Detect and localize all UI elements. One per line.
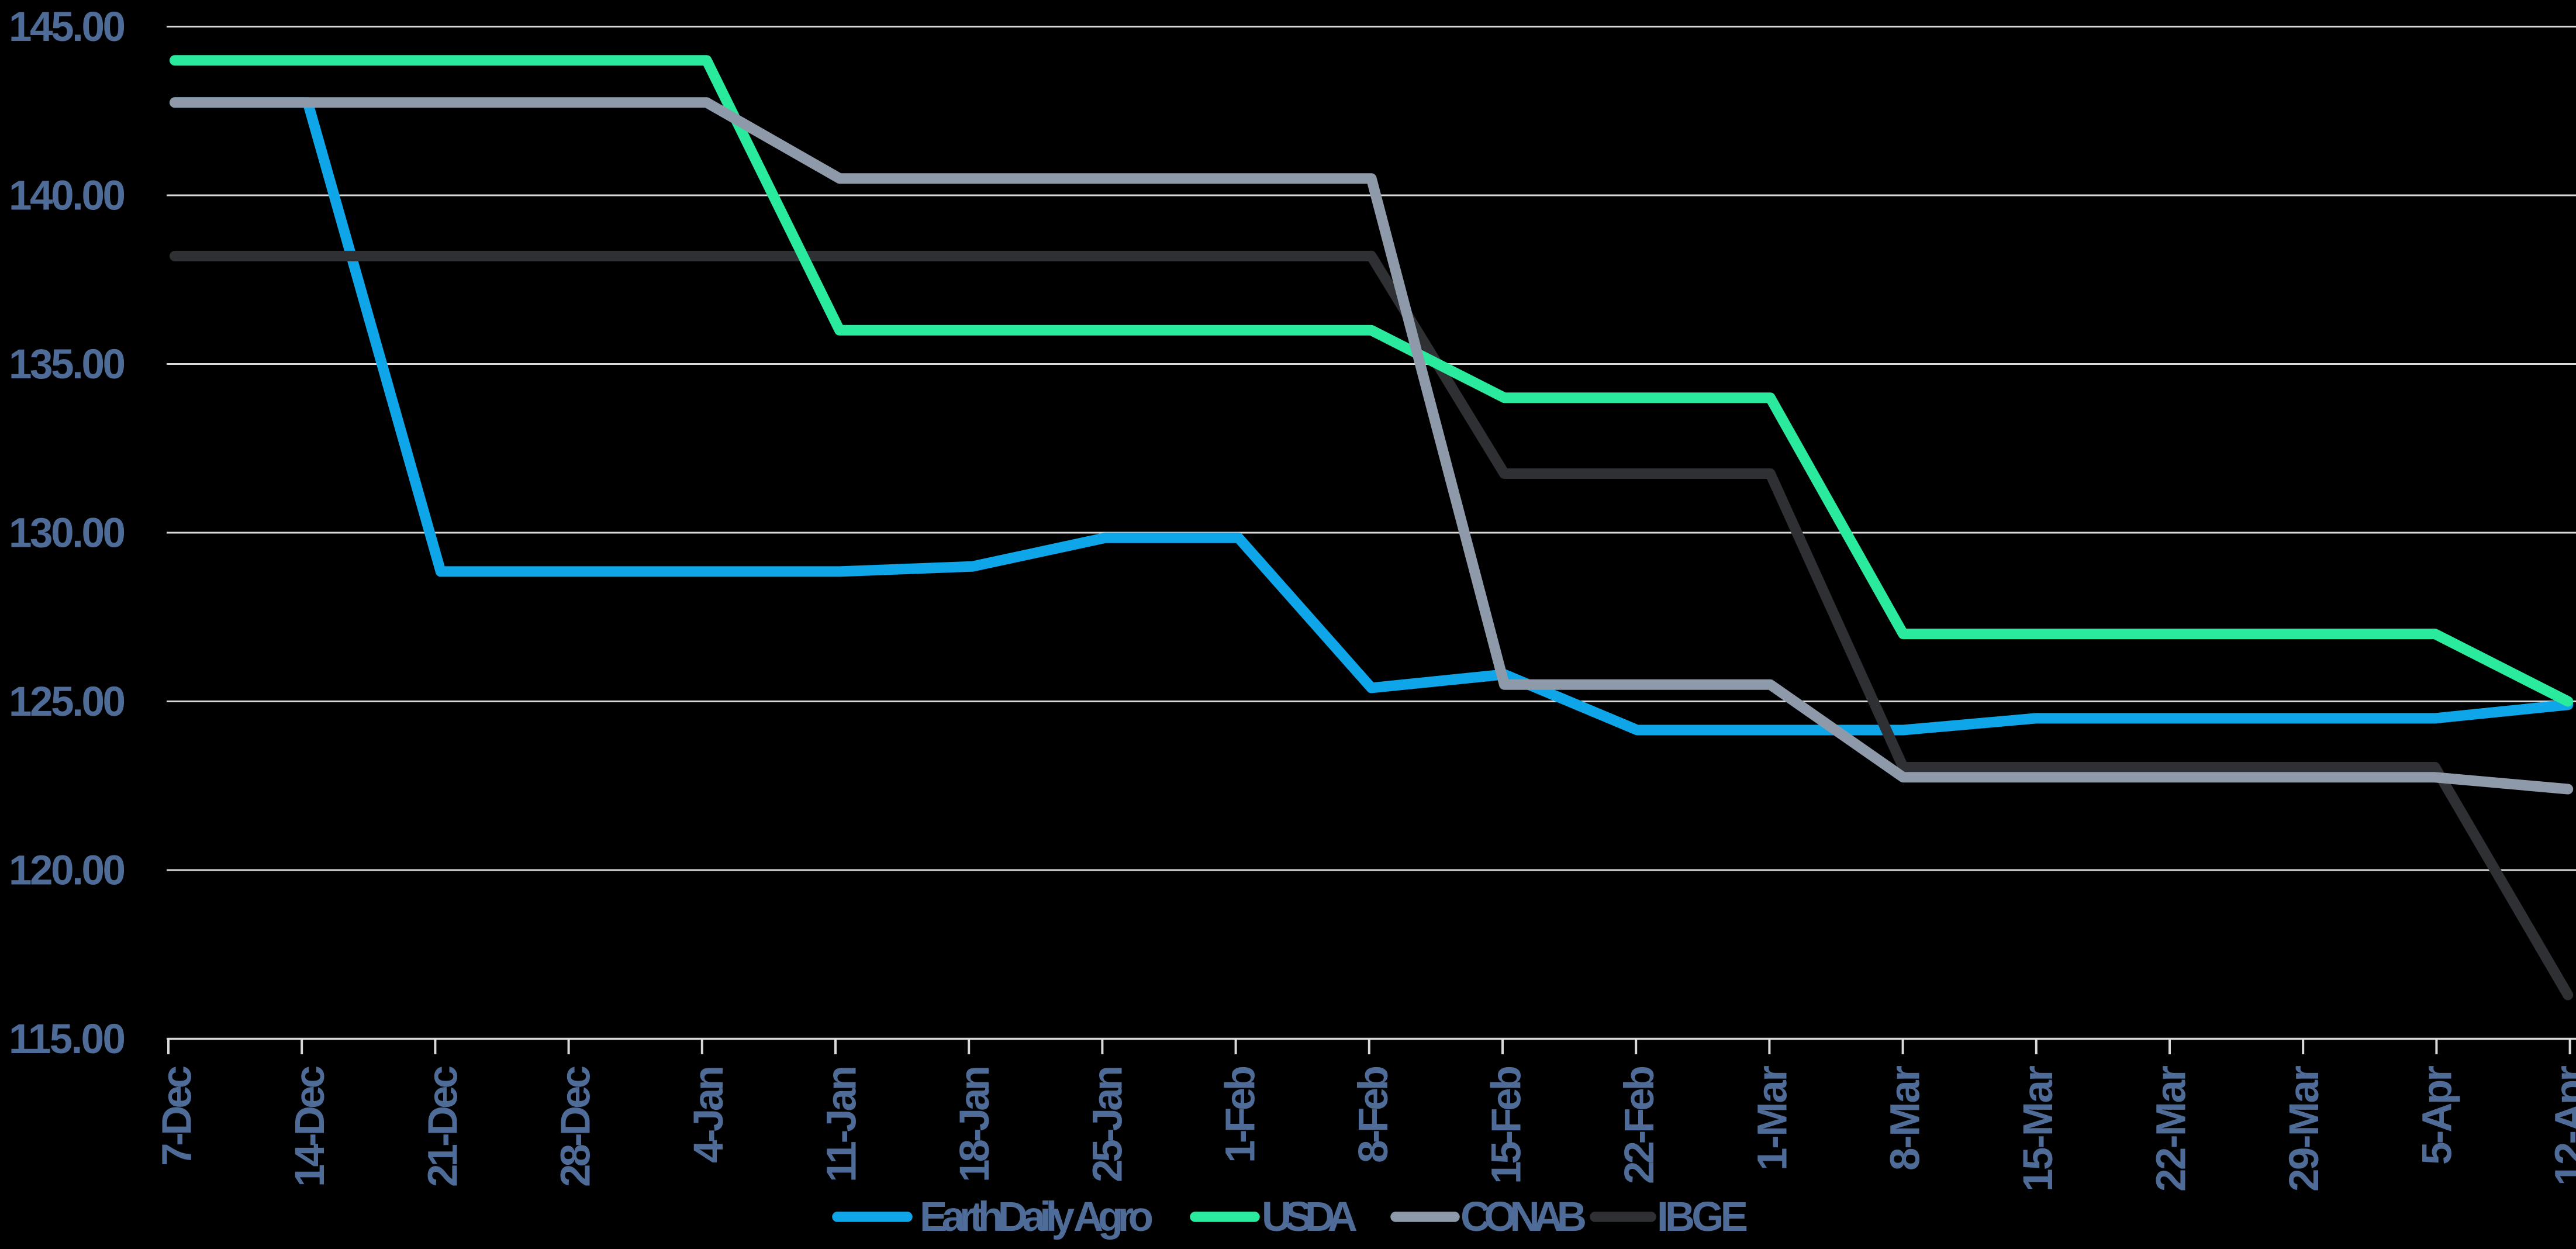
- svg-text:125.00: 125.00: [9, 679, 126, 725]
- svg-text:140.00: 140.00: [9, 173, 126, 219]
- svg-text:7-Dec: 7-Dec: [154, 1065, 201, 1166]
- svg-text:115.00: 115.00: [9, 1016, 126, 1062]
- svg-text:130.00: 130.00: [9, 510, 126, 557]
- svg-text:15-Mar: 15-Mar: [2015, 1065, 2062, 1192]
- svg-text:29-Mar: 29-Mar: [2281, 1065, 2328, 1192]
- svg-text:1-Feb: 1-Feb: [1218, 1065, 1264, 1163]
- svg-text:1-Mar: 1-Mar: [1749, 1065, 1795, 1171]
- svg-text:5-Apr: 5-Apr: [2414, 1065, 2460, 1165]
- svg-text:4-Jan: 4-Jan: [686, 1065, 732, 1163]
- svg-text:21-Dec: 21-Dec: [420, 1065, 466, 1187]
- svg-text:11-Jan: 11-Jan: [819, 1065, 865, 1182]
- svg-text:22-Mar: 22-Mar: [2149, 1065, 2195, 1192]
- svg-text:145.00: 145.00: [9, 4, 126, 50]
- svg-text:8-Mar: 8-Mar: [1883, 1065, 1929, 1171]
- svg-text:22-Feb: 22-Feb: [1617, 1065, 1663, 1184]
- svg-text:28-Dec: 28-Dec: [553, 1065, 599, 1187]
- svg-text:15-Feb: 15-Feb: [1484, 1065, 1530, 1184]
- svg-text:18-Jan: 18-Jan: [952, 1065, 998, 1182]
- svg-text:120.00: 120.00: [9, 848, 126, 894]
- svg-text:12-Apr: 12-Apr: [2547, 1065, 2576, 1186]
- svg-text:8-Feb: 8-Feb: [1351, 1065, 1397, 1163]
- svg-text:135.00: 135.00: [9, 341, 126, 388]
- svg-text:CONAB: CONAB: [1460, 1194, 1587, 1240]
- svg-text:25-Jan: 25-Jan: [1085, 1065, 1131, 1182]
- svg-text:USDA: USDA: [1262, 1194, 1358, 1240]
- svg-text:IBGE: IBGE: [1657, 1194, 1748, 1240]
- svg-text:EarthDaily Agro: EarthDaily Agro: [920, 1194, 1154, 1240]
- svg-text:14-Dec: 14-Dec: [287, 1065, 333, 1187]
